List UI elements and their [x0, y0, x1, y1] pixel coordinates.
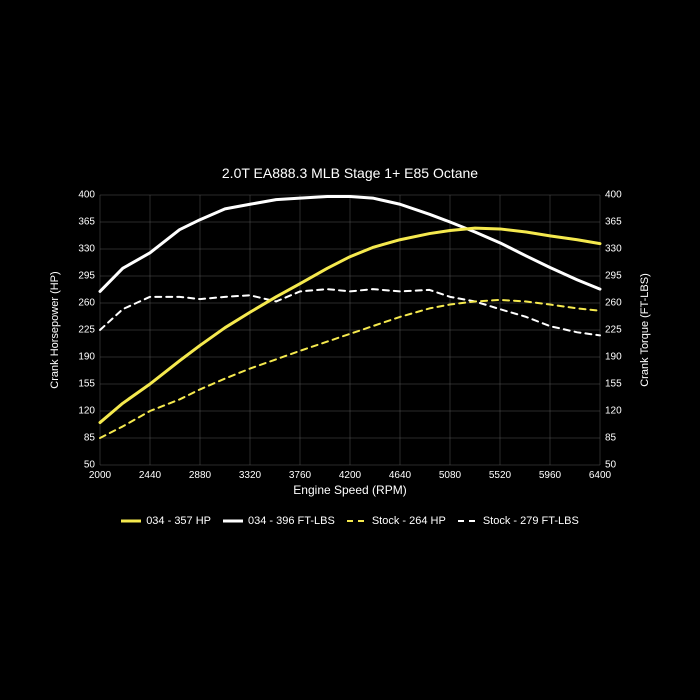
y-tick-left: 295: [65, 271, 95, 282]
y-axis-right-label: Crank Torque (FT-LBS): [639, 273, 651, 387]
legend-item-hp_stock: Stock - 264 HP: [347, 515, 446, 527]
y-tick-right: 85: [605, 433, 635, 444]
x-tick: 2880: [180, 470, 220, 481]
legend-swatch-icon: [347, 516, 367, 526]
y-tick-right: 225: [605, 325, 635, 336]
legend-item-tq_034: 034 - 396 FT-LBS: [223, 515, 335, 527]
y-tick-right: 400: [605, 190, 635, 201]
y-tick-left: 50: [65, 460, 95, 471]
y-tick-right: 260: [605, 298, 635, 309]
legend-label: 034 - 396 FT-LBS: [248, 515, 335, 527]
y-tick-left: 155: [65, 379, 95, 390]
x-tick: 5520: [480, 470, 520, 481]
plot-area: [100, 195, 600, 465]
x-tick: 2000: [80, 470, 120, 481]
x-tick: 5080: [430, 470, 470, 481]
y-tick-right: 365: [605, 217, 635, 228]
y-tick-right: 155: [605, 379, 635, 390]
legend: 034 - 357 HP 034 - 396 FT-LBS Stock - 264 …: [0, 515, 700, 529]
legend-swatch-icon: [458, 516, 478, 526]
y-axis-left-label: Crank Horsepower (HP): [49, 271, 61, 388]
y-tick-left: 225: [65, 325, 95, 336]
legend-label: Stock - 279 FT-LBS: [483, 515, 579, 527]
legend-label: 034 - 357 HP: [146, 515, 211, 527]
x-tick: 4640: [380, 470, 420, 481]
y-tick-right: 295: [605, 271, 635, 282]
x-tick: 4200: [330, 470, 370, 481]
y-tick-right: 190: [605, 352, 635, 363]
x-tick: 3760: [280, 470, 320, 481]
y-tick-left: 365: [65, 217, 95, 228]
legend-item-hp_034: 034 - 357 HP: [121, 515, 211, 527]
y-tick-right: 120: [605, 406, 635, 417]
x-tick: 6400: [580, 470, 620, 481]
y-tick-left: 400: [65, 190, 95, 201]
legend-swatch-icon: [121, 516, 141, 526]
y-tick-left: 85: [65, 433, 95, 444]
chart-canvas: 2.0T EA888.3 MLB Stage 1+ E85 Octane Cra…: [0, 0, 700, 700]
y-tick-right: 50: [605, 460, 635, 471]
chart-title: 2.0T EA888.3 MLB Stage 1+ E85 Octane: [0, 165, 700, 181]
dyno-chart-svg: [100, 195, 600, 465]
x-tick: 2440: [130, 470, 170, 481]
y-tick-left: 330: [65, 244, 95, 255]
y-tick-left: 190: [65, 352, 95, 363]
x-axis-label: Engine Speed (RPM): [293, 483, 406, 497]
y-tick-left: 260: [65, 298, 95, 309]
legend-label: Stock - 264 HP: [372, 515, 446, 527]
x-tick: 5960: [530, 470, 570, 481]
y-tick-right: 330: [605, 244, 635, 255]
legend-item-tq_stock: Stock - 279 FT-LBS: [458, 515, 579, 527]
legend-swatch-icon: [223, 516, 243, 526]
y-tick-left: 120: [65, 406, 95, 417]
x-tick: 3320: [230, 470, 270, 481]
